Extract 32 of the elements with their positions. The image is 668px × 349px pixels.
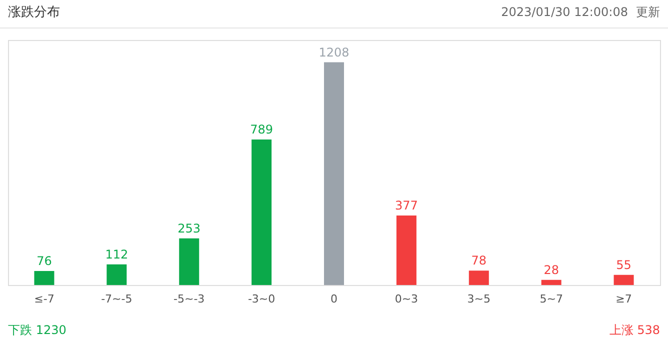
x-tick-label: 0 — [330, 292, 338, 306]
bar — [179, 238, 200, 285]
x-tick-label: -7~-5 — [101, 292, 132, 306]
data-label: 1208 — [318, 45, 350, 60]
x-tick-label: 0~3 — [394, 292, 418, 306]
data-label: 789 — [250, 122, 274, 137]
x-tick-label: ≥7 — [616, 292, 632, 306]
text: 下跌 1230 — [8, 323, 66, 337]
bar — [34, 270, 54, 285]
x-tick-label: 3~5 — [467, 292, 490, 306]
bar — [541, 280, 562, 285]
bar — [252, 140, 272, 285]
data-label: 112 — [105, 247, 128, 262]
bar — [106, 264, 127, 285]
text: 上涨 538 — [609, 323, 660, 337]
x-tick-label: -3~0 — [248, 292, 276, 306]
x-tick-label: 5~7 — [540, 292, 563, 306]
bar — [396, 215, 416, 285]
bar — [614, 274, 634, 285]
text: 2023/01/30 12:00:08 — [501, 5, 628, 19]
x-tick-label: ≤-7 — [34, 292, 54, 306]
data-label: 55 — [616, 258, 632, 272]
bar — [324, 62, 344, 285]
x-tick-label: -5~-3 — [174, 292, 205, 306]
text: 更新 — [636, 5, 660, 19]
data-label: 28 — [544, 262, 559, 277]
data-label: 76 — [36, 254, 52, 268]
data-label: 78 — [471, 254, 487, 268]
data-label: 377 — [394, 198, 418, 212]
bar — [468, 270, 489, 285]
data-label: 253 — [178, 221, 201, 236]
chart-title: 涨跌分布 — [8, 5, 60, 20]
